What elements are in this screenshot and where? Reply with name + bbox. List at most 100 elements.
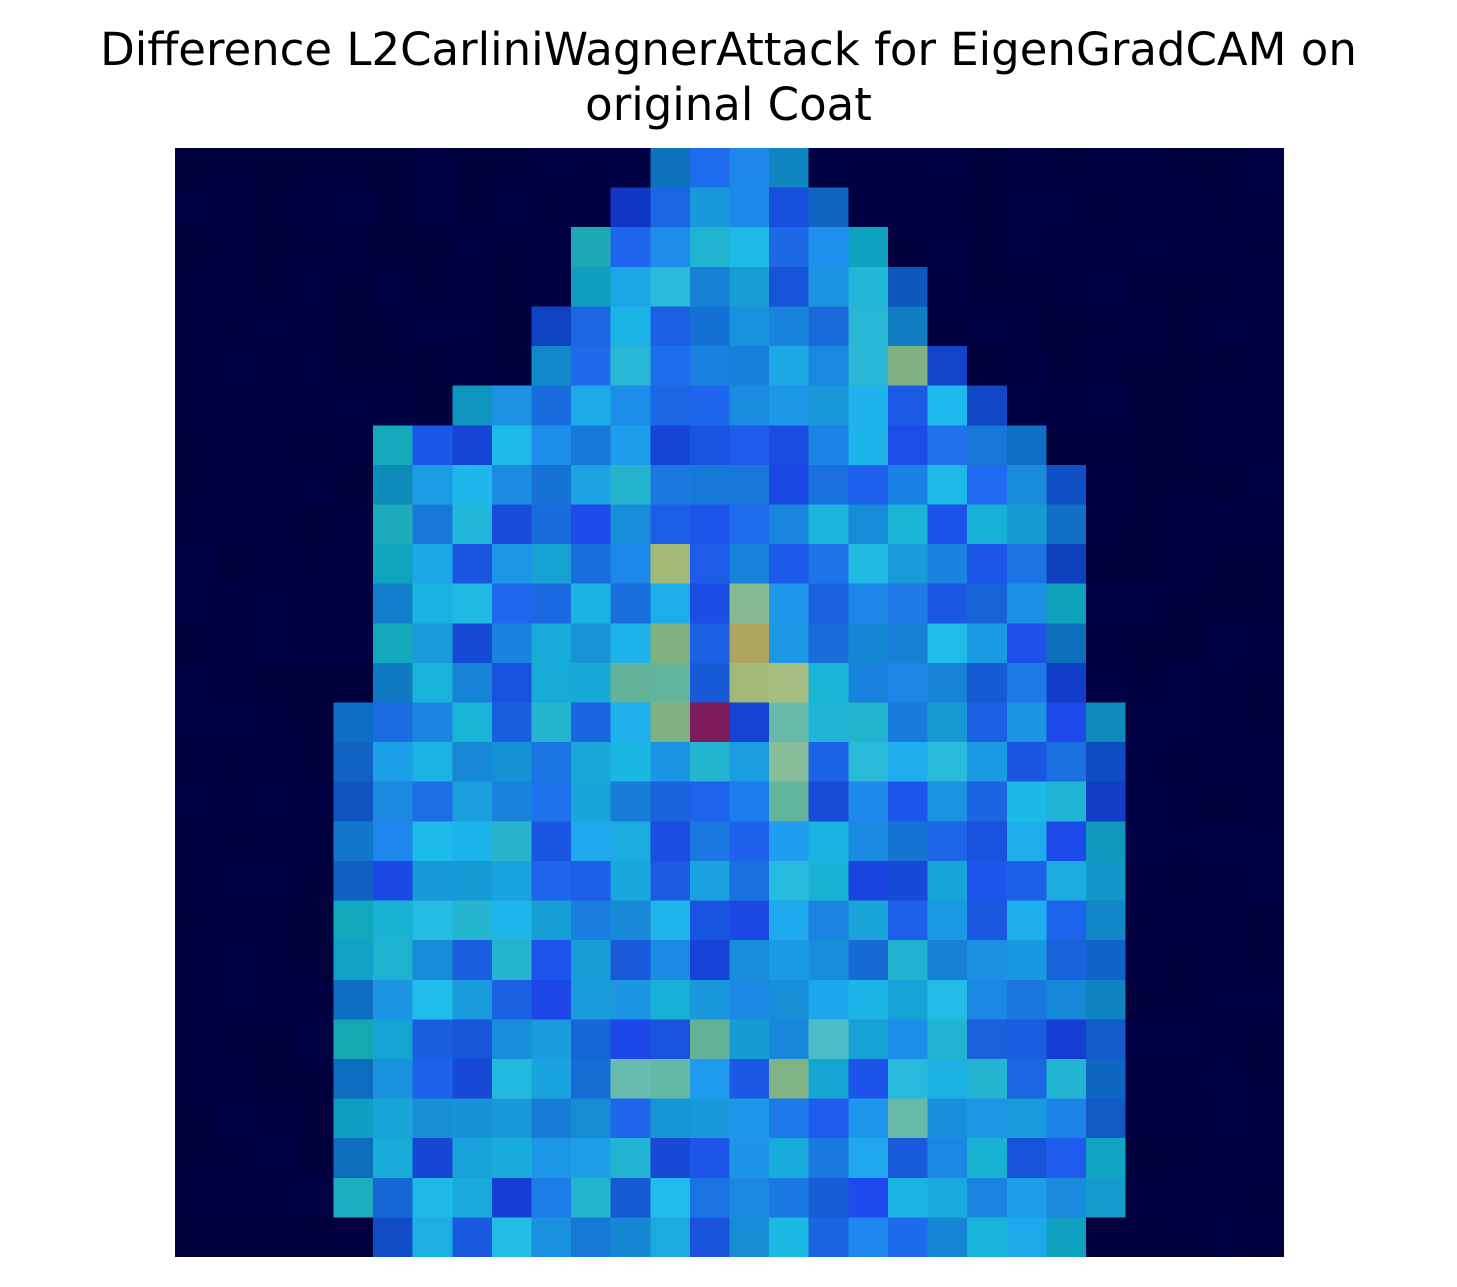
heatmap-pixel	[1085, 1019, 1127, 1060]
heatmap-pixel	[175, 702, 216, 743]
heatmap-pixel	[769, 900, 810, 941]
heatmap-pixel	[254, 306, 295, 347]
heatmap-pixel	[967, 662, 1008, 704]
heatmap-pixel	[293, 1058, 335, 1100]
heatmap-pixel	[1204, 702, 1246, 743]
heatmap-pixel	[452, 940, 493, 981]
heatmap-pixel	[848, 1098, 889, 1139]
heatmap-pixel	[333, 266, 374, 308]
heatmap-pixel	[610, 1058, 652, 1100]
heatmap-pixel	[1204, 979, 1246, 1021]
heatmap-pixel	[571, 464, 612, 506]
heatmap-pixel	[1085, 623, 1127, 664]
heatmap-pixel	[452, 227, 493, 268]
heatmap-pixel	[333, 781, 374, 823]
heatmap-pixel	[1125, 781, 1166, 823]
heatmap-pixel	[967, 821, 1008, 862]
heatmap-pixel	[1006, 544, 1048, 585]
heatmap-pixel	[254, 860, 295, 902]
heatmap-pixel	[927, 1098, 968, 1139]
heatmap-pixel	[1125, 1177, 1166, 1219]
heatmap-pixel	[967, 860, 1008, 902]
heatmap-pixel	[729, 187, 770, 229]
heatmap-pixel	[808, 1058, 850, 1100]
heatmap-pixel	[1204, 583, 1246, 625]
heatmap-pixel	[373, 346, 414, 387]
heatmap-pixel	[333, 702, 374, 743]
heatmap-pixel	[689, 385, 731, 427]
heatmap-pixel	[650, 464, 691, 506]
heatmap-pixel	[1244, 464, 1284, 506]
heatmap-pixel	[571, 266, 612, 308]
heatmap-pixel	[1006, 623, 1048, 664]
heatmap-pixel	[531, 1177, 572, 1219]
heatmap-pixel	[412, 1019, 454, 1060]
heatmap-pixel	[1046, 860, 1087, 902]
heatmap-pixel	[808, 504, 850, 545]
heatmap-pixel	[491, 1217, 533, 1257]
heatmap-pixel	[1165, 623, 1206, 664]
heatmap-pixel	[650, 583, 691, 625]
heatmap-pixel	[214, 583, 256, 625]
heatmap-pixel	[769, 148, 810, 189]
heatmap-pixel	[412, 306, 454, 347]
heatmap-pixel	[1046, 940, 1087, 981]
heatmap-pixel	[967, 781, 1008, 823]
heatmap-pixel	[1244, 1019, 1284, 1060]
heatmap-pixel	[531, 187, 572, 229]
heatmap-pixel	[689, 1058, 731, 1100]
heatmap-pixel	[214, 742, 256, 783]
heatmap-pixel	[887, 464, 929, 506]
heatmap-pixel	[1006, 662, 1048, 704]
heatmap-pixel	[571, 1177, 612, 1219]
heatmap-pixel	[1006, 900, 1048, 941]
heatmap-pixel	[412, 662, 454, 704]
heatmap-pixel	[571, 1019, 612, 1060]
heatmap-pixel	[214, 702, 256, 743]
heatmap-pixel	[214, 781, 256, 823]
heatmap-pixel	[293, 544, 335, 585]
heatmap-pixel	[1046, 742, 1087, 783]
heatmap-pixel	[293, 900, 335, 941]
heatmap-pixel	[214, 1098, 256, 1139]
heatmap-pixel	[689, 900, 731, 941]
heatmap-pixel	[175, 1177, 216, 1219]
heatmap-pixel	[571, 860, 612, 902]
heatmap-pixel	[887, 821, 929, 862]
heatmap-pixel	[1204, 425, 1246, 466]
heatmap-pixel	[610, 583, 652, 625]
heatmap-pixel	[214, 187, 256, 229]
heatmap-pixel	[412, 504, 454, 545]
heatmap-pixel	[967, 385, 1008, 427]
heatmap-pixel	[1244, 425, 1284, 466]
heatmap-pixel	[452, 583, 493, 625]
heatmap-pixel	[175, 742, 216, 783]
heatmap-pixel	[848, 662, 889, 704]
heatmap-pixel	[373, 1019, 414, 1060]
heatmap-pixel	[175, 1217, 216, 1257]
heatmap-image	[175, 148, 1284, 1257]
heatmap-pixel	[1085, 940, 1127, 981]
heatmap-pixel	[571, 781, 612, 823]
heatmap-pixel	[848, 504, 889, 545]
heatmap-pixel	[1244, 662, 1284, 704]
heatmap-pixel	[1244, 821, 1284, 862]
heatmap-pixel	[689, 1177, 731, 1219]
heatmap-pixel	[729, 425, 770, 466]
heatmap-pixel	[571, 662, 612, 704]
heatmap-pixel	[254, 702, 295, 743]
heatmap-pixel	[491, 662, 533, 704]
heatmap-pixel	[333, 1217, 374, 1257]
heatmap-pixel	[373, 583, 414, 625]
heatmap-pixel	[491, 187, 533, 229]
heatmap-pixel	[254, 662, 295, 704]
heatmap-pixel	[729, 781, 770, 823]
heatmap-pixel	[927, 385, 968, 427]
heatmap-pixel	[491, 821, 533, 862]
heatmap-pixel	[1085, 702, 1127, 743]
heatmap-pixel	[769, 425, 810, 466]
heatmap-pixel	[967, 1138, 1008, 1179]
heatmap-pixel	[1244, 266, 1284, 308]
heatmap-pixel	[333, 742, 374, 783]
heatmap-pixel	[1204, 900, 1246, 941]
